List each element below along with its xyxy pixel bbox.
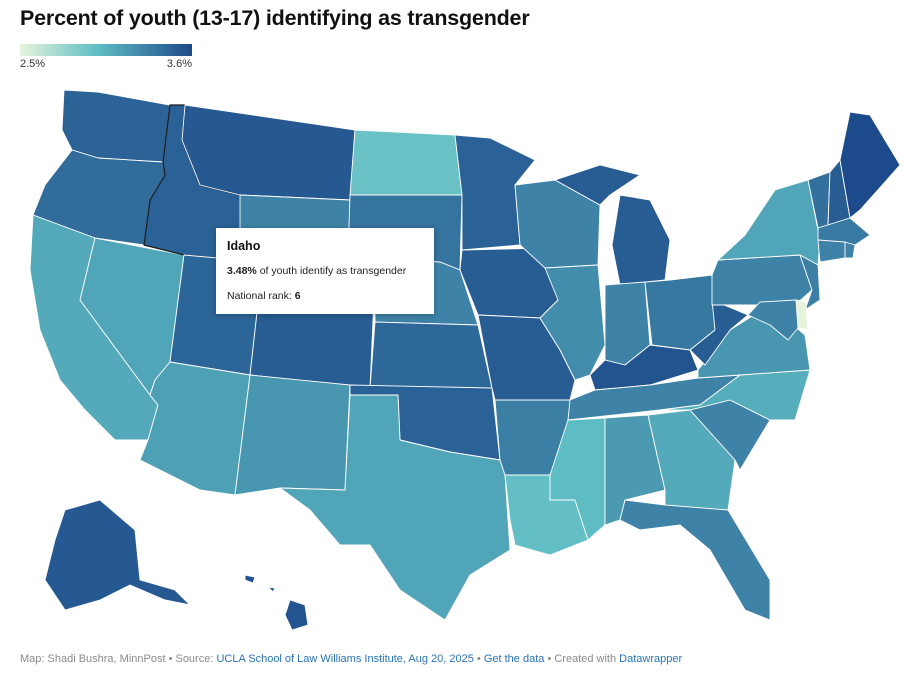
legend-gradient-bar [20, 44, 192, 56]
state-MD[interactable] [747, 299, 799, 341]
state-NM[interactable] [234, 374, 351, 496]
legend-min-label: 2.5% [20, 58, 46, 70]
state-ND[interactable] [349, 129, 463, 196]
tooltip-value-line: 3.48% of youth identify as transgender [227, 265, 423, 277]
state-NJ[interactable] [799, 254, 821, 311]
state-HI[interactable] [244, 574, 309, 631]
footer-sep1: • [473, 653, 484, 665]
tooltip-value: 3.48% [227, 265, 257, 277]
state-tooltip: Idaho 3.48% of youth identify as transge… [216, 228, 434, 314]
footer-sep2: • Created with [544, 653, 620, 665]
tooltip-value-suffix: of youth identify as transgender [256, 265, 407, 277]
state-NC[interactable] [659, 369, 811, 421]
state-FL[interactable] [619, 499, 771, 621]
footer-credits: Map: Shadi Bushra, MinnPost • Source: UC… [20, 653, 682, 665]
state-ME[interactable] [839, 111, 901, 219]
state-NY[interactable] [717, 179, 821, 266]
tooltip-state-name: Idaho [227, 239, 261, 253]
source-link[interactable]: UCLA School of Law Williams Institute, A… [216, 653, 474, 665]
tooltip-rank-line: National rank: 6 [227, 290, 423, 302]
us-choropleth-map [29, 89, 901, 631]
state-MT[interactable] [181, 104, 356, 201]
state-AK[interactable] [44, 499, 191, 611]
legend-max-label: 3.6% [166, 58, 192, 70]
datawrapper-link[interactable]: Datawrapper [619, 653, 683, 665]
get-data-link[interactable]: Get the data [483, 653, 545, 665]
state-PA[interactable] [711, 254, 813, 306]
state-KS[interactable] [369, 321, 493, 389]
chart-title: Percent of youth (13-17) identifying as … [20, 6, 530, 30]
state-TX[interactable] [279, 394, 511, 621]
state-MA[interactable] [817, 217, 871, 246]
color-legend: 2.5% 3.6% [20, 44, 192, 70]
tooltip-rank: 6 [294, 290, 301, 302]
state-RI[interactable] [844, 241, 856, 259]
tooltip-rank-label: National rank: [227, 290, 295, 302]
state-CT[interactable] [817, 239, 846, 263]
footer-prefix: Map: Shadi Bushra, MinnPost • Source: [20, 653, 217, 665]
state-AZ[interactable] [139, 361, 251, 496]
state-WA[interactable] [61, 89, 171, 163]
state-IL[interactable] [539, 264, 606, 381]
